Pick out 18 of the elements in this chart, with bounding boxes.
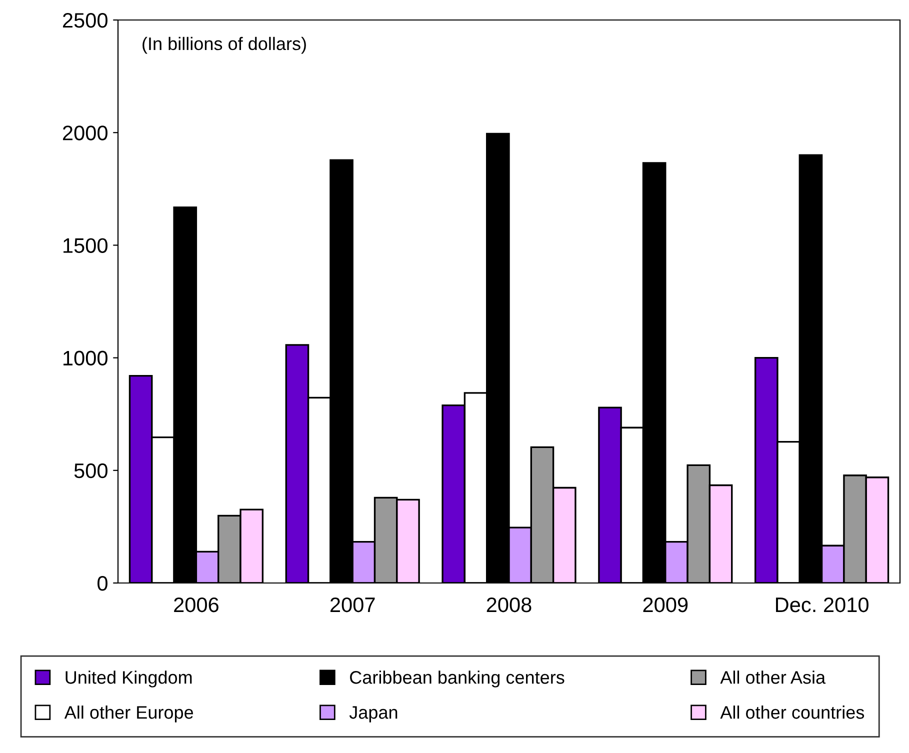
y-tick-label: 1000 (64, 350, 108, 366)
legend-label: Japan (349, 706, 398, 722)
y-tick-label: 2000 (62, 126, 108, 140)
x-tick-label: Dec. 2010 (776, 597, 868, 612)
legend-label: All other Europe (64, 706, 194, 722)
annotation: (In billions of dollars) (142, 36, 306, 54)
y-tick-label: 2500 (62, 13, 108, 28)
legend-label: Caribbean banking centers (350, 670, 564, 688)
legend-label: All other countries (720, 706, 864, 719)
legend-label: United Kingdom (66, 670, 192, 688)
x-tick-label: 2009 (643, 597, 688, 612)
y-tick-label: 500 (74, 463, 108, 478)
x-tick-label: 2006 (174, 597, 218, 612)
x-tick-label: 2007 (330, 597, 375, 612)
y-tick-label: 1500 (64, 238, 108, 253)
y-tick-label: 0 (98, 576, 108, 591)
x-tick-label: 2008 (486, 597, 532, 612)
legend-label: All other Asia (720, 670, 826, 684)
